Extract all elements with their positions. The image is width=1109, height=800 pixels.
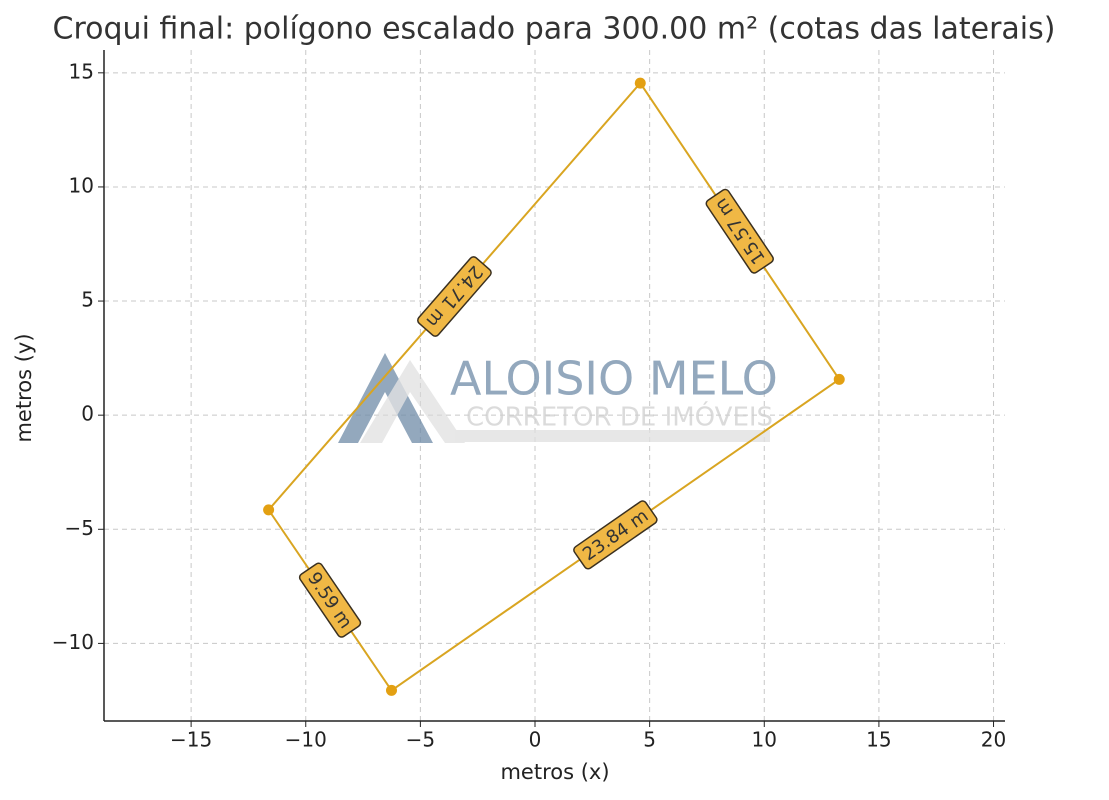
y-tick-label: 0 [81, 402, 94, 426]
edge-label-text: 24.71 m [422, 261, 487, 331]
edge-label-box [417, 256, 492, 337]
x-tick-label: 0 [529, 728, 542, 752]
chart-title: Croqui final: polígono escalado para 300… [53, 12, 1056, 47]
x-tick-label: 15 [866, 728, 891, 752]
logo-shape [338, 353, 433, 443]
edge-label-text: 23.84 m [579, 505, 652, 565]
x-tick-label: 10 [752, 728, 777, 752]
x-tick-label: 5 [643, 728, 656, 752]
y-tick-label: 5 [81, 288, 94, 312]
edge-label-box [705, 188, 774, 274]
vertex [634, 77, 646, 89]
vertex [833, 373, 845, 385]
watermark-title: ALOISIO MELO [450, 352, 778, 406]
logo-shape [360, 360, 465, 443]
vertex [263, 504, 275, 516]
grid [104, 50, 1005, 721]
edge-label: 9.59 m [298, 562, 362, 638]
y-tick-label: 10 [69, 173, 94, 197]
x-tick-label: −15 [170, 728, 212, 752]
edge-label: 23.84 m [573, 500, 658, 570]
x-tick-label: −10 [285, 728, 327, 752]
watermark-subtitle: CORRETOR DE IMÓVEIS [466, 401, 773, 433]
y-tick-label: −10 [52, 630, 94, 654]
x-axis-label: metros (x) [500, 760, 609, 784]
y-axis-label: metros (y) [12, 333, 36, 442]
x-tick-label: −5 [406, 728, 435, 752]
edge-label: 24.71 m [417, 256, 492, 337]
edge-label-box [298, 562, 362, 638]
logo-bar [455, 430, 770, 442]
watermark: ALOISIO MELO CORRETOR DE IMÓVEIS [338, 352, 778, 443]
edge-label-box [573, 500, 658, 570]
vertex [385, 684, 397, 696]
y-tick-label: −5 [65, 516, 94, 540]
y-tick-label: 15 [69, 59, 94, 83]
x-tick-label: 20 [981, 728, 1006, 752]
edge-label-text: 15.57 m [711, 194, 770, 268]
